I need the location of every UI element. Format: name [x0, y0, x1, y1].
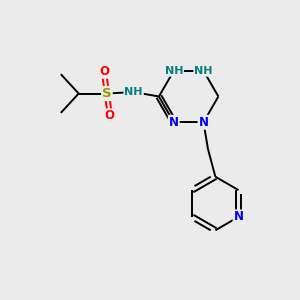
Text: NH: NH	[124, 87, 143, 97]
Text: O: O	[99, 65, 109, 78]
Text: N: N	[169, 116, 179, 129]
Text: S: S	[102, 87, 112, 100]
Text: NH: NH	[194, 66, 213, 76]
Text: N: N	[199, 116, 208, 129]
Text: N: N	[234, 210, 244, 224]
Text: NH: NH	[164, 66, 183, 76]
Text: O: O	[105, 109, 115, 122]
